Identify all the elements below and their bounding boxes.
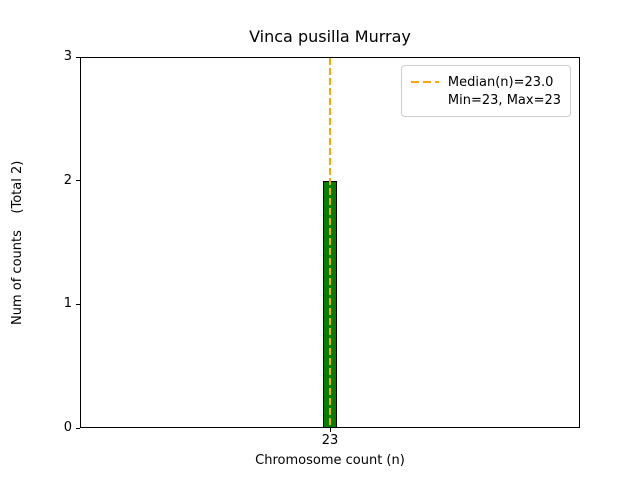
y-tick-mark <box>76 56 80 58</box>
y-tick-label: 0 <box>63 420 72 435</box>
x-axis-label: Chromosome count (n) <box>255 453 405 468</box>
x-tick-mark <box>329 428 331 432</box>
legend-row-median: Median(n)=23.0 <box>410 73 561 91</box>
y-tick-label: 1 <box>63 296 72 312</box>
legend-label-median: Median(n)=23.0 <box>447 74 554 90</box>
y-tick-mark <box>76 180 80 182</box>
median-line <box>329 58 331 427</box>
plot-area: Median(n)=23.0 Min=23, Max=23 23 <box>80 57 580 448</box>
y-axis-label: Num of counts (Total 2) <box>10 160 25 325</box>
chart-title: Vinca pusilla Murray <box>249 27 411 46</box>
legend: Median(n)=23.0 Min=23, Max=23 <box>400 65 571 117</box>
x-tick-label: 23 <box>321 433 339 448</box>
legend-row-minmax: Min=23, Max=23 <box>411 91 561 109</box>
y-tick-label: 3 <box>63 49 72 64</box>
y-axis-ticks: 0 1 2 3 <box>40 49 80 435</box>
y-tick-label: 2 <box>63 172 72 188</box>
legend-dashed-line-sample <box>410 81 439 83</box>
y-tick-mark <box>76 427 80 429</box>
y-tick-mark <box>76 303 80 305</box>
legend-label-minmax: Min=23, Max=23 <box>447 92 561 108</box>
legend-empty-sample <box>411 99 439 101</box>
